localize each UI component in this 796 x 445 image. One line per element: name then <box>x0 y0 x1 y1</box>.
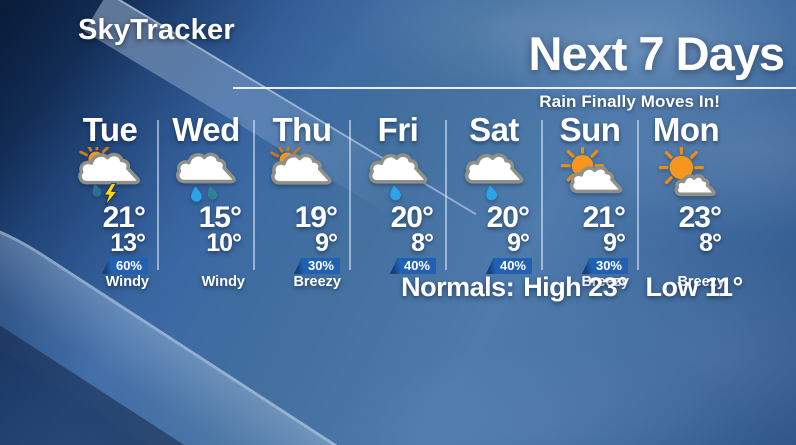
day-name: Mon <box>652 111 720 148</box>
precip-chance-badge: 40% <box>485 258 532 274</box>
low-temperature: 9° <box>315 229 338 257</box>
rain-icon <box>158 148 254 204</box>
normals-label: Normals: <box>401 272 515 302</box>
precip-row: 30% <box>542 257 638 274</box>
high-temperature: 23° <box>678 201 722 234</box>
partly-cloudy-icon <box>254 147 350 204</box>
light-rain-icon <box>350 148 446 204</box>
high-temperature: 19° <box>294 201 338 234</box>
skytracker-logo: SkyTracker <box>78 14 235 46</box>
wind-label: Breezy <box>677 274 725 290</box>
light-rain-icon <box>446 148 542 204</box>
high-temperature: 21° <box>582 201 626 234</box>
high-temperature: 21° <box>102 201 146 234</box>
normals-high: High 23° <box>523 272 628 302</box>
wind-label: Breezy <box>581 274 629 290</box>
precip-chance-badge: 40% <box>389 258 436 274</box>
page-title: Next 7 Days <box>528 27 785 80</box>
precip-row: 40% <box>446 257 542 274</box>
day-name: Thu <box>272 111 332 148</box>
precip-chance-badge: 60% <box>101 258 148 274</box>
precip-row: 30% <box>254 257 350 274</box>
wind-label: Breezy <box>293 274 341 290</box>
day-column: Sun 21° 9° 30% Breezy <box>542 111 639 290</box>
high-temperature: 20° <box>390 201 434 234</box>
days-grid: Tue 21° 13° 60% Windy Wed 15° 10° Windy … <box>62 112 734 290</box>
mostly-sunny-icon <box>638 147 734 204</box>
low-temperature: 8° <box>699 229 722 257</box>
low-temperature: 8° <box>411 229 434 257</box>
day-name: Sun <box>559 111 621 148</box>
day-name: Tue <box>82 111 138 148</box>
precip-row: 40% <box>350 257 446 274</box>
day-column: Sat 20° 9° 40% <box>446 111 543 290</box>
normals-row: Normals: High 23° Low 11° <box>377 272 767 303</box>
normals-low: Low 11° <box>645 272 744 302</box>
sun-with-cloud-icon <box>542 147 638 204</box>
day-column: Fri 20° 8° 40% <box>350 111 447 290</box>
header-subtitle: Rain Finally Moves In! <box>539 92 720 111</box>
low-temperature: 9° <box>507 229 530 257</box>
precip-row <box>158 257 254 274</box>
wind-label: Windy <box>105 274 149 290</box>
precip-chance-badge: 30% <box>293 258 340 274</box>
day-column: Wed 15° 10° Windy <box>158 111 255 290</box>
low-temperature: 10° <box>206 229 242 257</box>
day-name: Wed <box>172 111 240 148</box>
thunderstorm-sun-icon <box>62 147 158 205</box>
low-temperature: 9° <box>603 229 626 257</box>
low-temperature: 13° <box>110 229 146 257</box>
precip-chance-badge: 30% <box>581 258 628 274</box>
header-divider-line <box>233 87 796 89</box>
high-temperature: 20° <box>486 201 530 234</box>
day-name: Sat <box>469 111 519 148</box>
day-name: Fri <box>377 111 419 148</box>
high-temperature: 15° <box>198 201 242 234</box>
precip-row: 60% <box>62 257 158 274</box>
wind-label: Windy <box>201 274 245 290</box>
day-column: Tue 21° 13° 60% Windy <box>62 111 159 290</box>
day-column: Thu 19° 9° 30% Breezy <box>254 111 351 290</box>
day-column: Mon 23° 8° Breezy <box>638 111 734 291</box>
